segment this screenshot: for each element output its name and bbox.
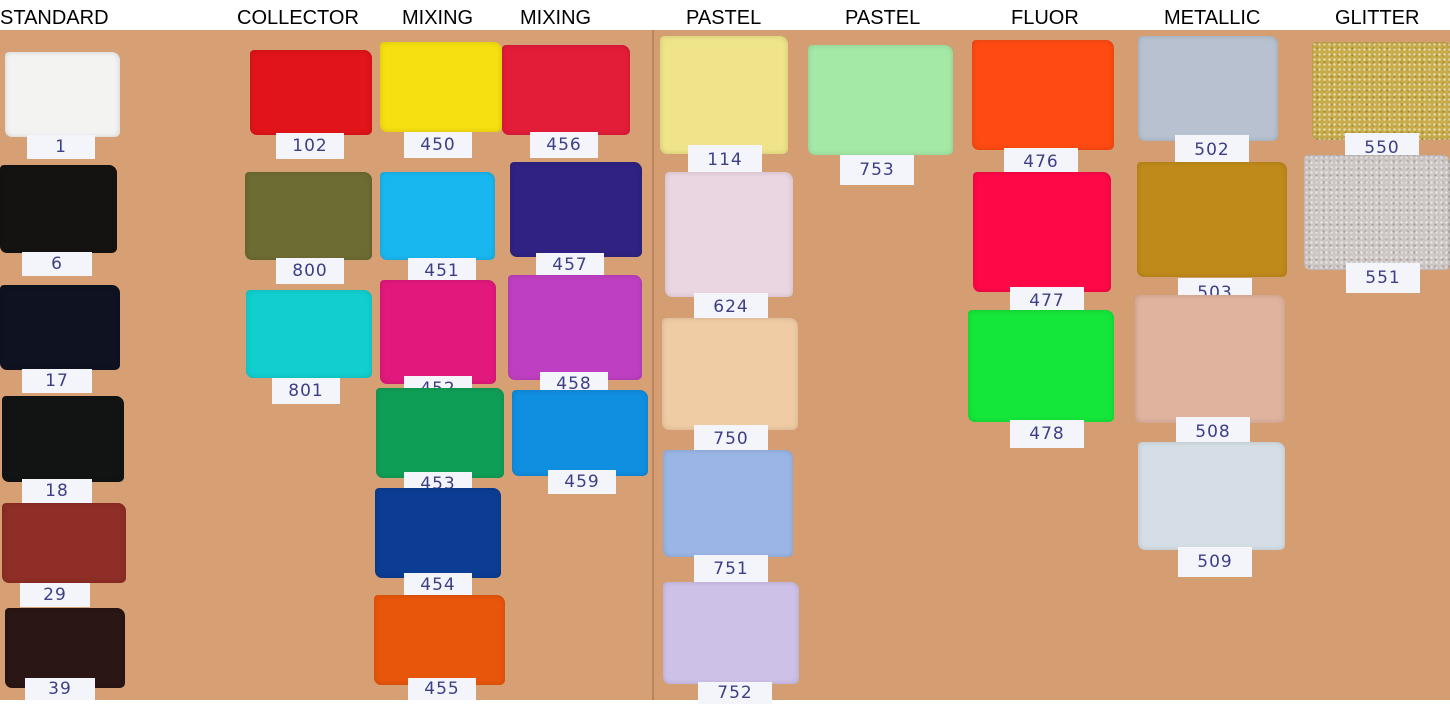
- swatch-code-label: 624: [694, 293, 768, 321]
- paint-swatch-508: [1135, 295, 1285, 423]
- header-strip: STANDARD COLLECTOR MIXING MIXING PASTEL …: [0, 0, 1450, 30]
- swatch-code-label: 39: [25, 678, 95, 700]
- swatch-code-label: 751: [694, 555, 768, 583]
- paint-swatch-476: [972, 40, 1114, 150]
- header-fluor: FLUOR: [1011, 7, 1079, 29]
- paint-swatch-801: [246, 290, 372, 378]
- swatch-code-label: 102: [276, 133, 344, 159]
- paint-swatch-458: [508, 275, 642, 380]
- swatch-code-label: 753: [840, 155, 914, 185]
- swatch-code-label: 476: [1004, 148, 1078, 176]
- swatch-code-label: 1: [27, 135, 95, 159]
- paint-swatch-459: [512, 390, 648, 476]
- paint-swatch-114: [660, 36, 788, 154]
- swatch-code-label: 459: [548, 470, 616, 494]
- paint-swatch-17: [0, 285, 120, 370]
- paint-swatch-502: [1138, 36, 1278, 141]
- header-metallic: METALLIC: [1164, 7, 1261, 29]
- paint-swatch-102: [250, 50, 372, 135]
- swatch-code-label: 509: [1178, 547, 1252, 577]
- paint-swatch-454: [375, 488, 501, 578]
- swatch-code-label: 6: [22, 252, 92, 276]
- swatch-code-label: 502: [1175, 135, 1249, 165]
- paint-swatch-457: [510, 162, 642, 257]
- paint-swatch-452: [380, 280, 496, 384]
- paint-swatch-6: [0, 165, 117, 253]
- paint-swatch-456: [502, 45, 630, 135]
- header-mixing-2: MIXING: [520, 7, 592, 29]
- header-pastel-2: PASTEL: [845, 7, 921, 29]
- swatch-code-label: 456: [530, 132, 598, 158]
- paint-swatch-477: [973, 172, 1111, 292]
- paint-swatch-509: [1138, 442, 1285, 550]
- board-seam: [652, 30, 654, 700]
- swatch-code-label: 750: [694, 425, 768, 453]
- paint-swatch-478: [968, 310, 1114, 422]
- paint-swatch-18: [2, 396, 124, 482]
- paint-swatch-752: [663, 582, 799, 684]
- swatch-code-label: 455: [408, 678, 476, 700]
- paint-swatch-39: [5, 608, 125, 688]
- swatch-code-label: 457: [536, 253, 604, 277]
- header-standard: STANDARD: [0, 7, 109, 29]
- swatch-code-label: 451: [408, 258, 476, 284]
- paint-swatch-455: [374, 595, 505, 685]
- swatch-code-label: 551: [1346, 263, 1420, 293]
- swatch-code-label: 478: [1010, 420, 1084, 448]
- paint-swatch-29: [2, 503, 126, 583]
- swatch-code-label: 114: [688, 145, 762, 175]
- swatch-code-label: 801: [272, 378, 340, 404]
- header-pastel-1: PASTEL: [686, 7, 762, 29]
- swatch-code-label: 752: [698, 682, 772, 704]
- swatch-code-label: 17: [22, 369, 92, 393]
- paint-swatch-753: [808, 45, 953, 155]
- header-mixing-1: MIXING: [402, 7, 474, 29]
- swatch-code-label: 29: [20, 583, 90, 607]
- paint-swatch-450: [380, 42, 502, 132]
- paint-swatch-751: [663, 450, 793, 557]
- paint-swatch-624: [665, 172, 793, 297]
- paint-swatch-550: [1312, 42, 1450, 140]
- swatch-code-label: 454: [404, 573, 472, 597]
- swatch-code-label: 450: [404, 132, 472, 158]
- header-collector: COLLECTOR: [237, 7, 359, 29]
- paint-swatch-551: [1304, 155, 1450, 270]
- swatch-code-label: 18: [22, 479, 92, 503]
- paint-swatch-451: [380, 172, 495, 260]
- paint-swatch-453: [376, 388, 504, 478]
- paint-swatch-503: [1137, 162, 1287, 277]
- paint-swatch-750: [662, 318, 798, 430]
- paint-swatch-800: [245, 172, 372, 260]
- paint-swatch-1: [5, 52, 120, 137]
- swatch-code-label: 800: [276, 258, 344, 284]
- header-glitter: GLITTER: [1335, 7, 1420, 29]
